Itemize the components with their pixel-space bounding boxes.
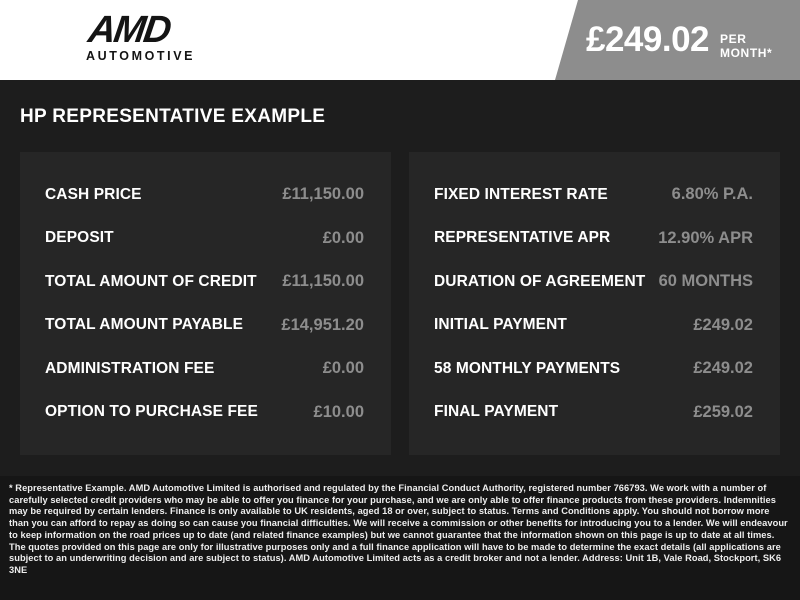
finance-row-cash-price: CASH PRICE £11,150.00 [45, 173, 364, 217]
disclaimer-text: * Representative Example. AMD Automotive… [9, 483, 788, 575]
monthly-price: £249.02 [586, 20, 710, 59]
brand-logo: AMD AUTOMOTIVE [86, 9, 196, 63]
row-label: TOTAL AMOUNT OF CREDIT [45, 272, 257, 290]
row-value: 60 MONTHS [658, 272, 753, 291]
finance-tables: CASH PRICE £11,150.00 DEPOSIT £0.00 TOTA… [20, 152, 780, 455]
row-label: DEPOSIT [45, 229, 114, 247]
row-value: £14,951.20 [281, 315, 364, 334]
row-label: 58 MONTHLY PAYMENTS [434, 359, 621, 377]
row-value: £11,150.00 [282, 185, 364, 204]
finance-row-interest-rate: FIXED INTEREST RATE 6.80% P.A. [434, 173, 753, 217]
finance-row-deposit: DEPOSIT £0.00 [45, 217, 364, 261]
row-label: INITIAL PAYMENT [434, 316, 567, 334]
price-badge: £249.02 PER MONTH* [555, 0, 800, 80]
row-label: TOTAL AMOUNT PAYABLE [45, 316, 244, 334]
row-value: £0.00 [322, 359, 364, 378]
finance-table-right: FIXED INTEREST RATE 6.80% P.A. REPRESENT… [409, 152, 780, 455]
row-label: DURATION OF AGREEMENT [434, 272, 646, 290]
finance-row-apr: REPRESENTATIVE APR 12.90% APR [434, 217, 753, 261]
finance-row-final-payment: FINAL PAYMENT £259.02 [434, 391, 753, 435]
finance-row-total-credit: TOTAL AMOUNT OF CREDIT £11,150.00 [45, 260, 364, 304]
row-label: ADMINISTRATION FEE [45, 359, 215, 377]
row-label: REPRESENTATIVE APR [434, 229, 611, 247]
finance-table-left: CASH PRICE £11,150.00 DEPOSIT £0.00 TOTA… [20, 152, 391, 455]
row-value: 6.80% P.A. [671, 185, 753, 204]
footer: * Representative Example. AMD Automotive… [0, 476, 800, 600]
row-value: £249.02 [693, 359, 753, 378]
finance-row-admin-fee: ADMINISTRATION FEE £0.00 [45, 347, 364, 391]
row-value: £0.00 [322, 228, 364, 247]
finance-row-duration: DURATION OF AGREEMENT 60 MONTHS [434, 260, 753, 304]
row-label: CASH PRICE [45, 185, 142, 203]
brand-name: AMD [85, 9, 173, 51]
brand-subtitle: AUTOMOTIVE [86, 49, 196, 63]
header: AMD AUTOMOTIVE £249.02 PER MONTH* [0, 0, 800, 80]
row-value: 12.90% APR [658, 228, 753, 247]
row-value: £259.02 [693, 402, 753, 421]
finance-row-monthly-payments: 58 MONTHLY PAYMENTS £249.02 [434, 347, 753, 391]
row-value: £10.00 [313, 402, 364, 421]
monthly-price-period: PER MONTH* [720, 31, 773, 60]
row-value: £11,150.00 [282, 272, 364, 291]
row-label: FINAL PAYMENT [434, 403, 559, 421]
main-section: HP REPRESENTATIVE EXAMPLE CASH PRICE £11… [0, 80, 800, 476]
row-label: FIXED INTEREST RATE [434, 185, 608, 203]
row-value: £249.02 [693, 315, 753, 334]
finance-row-initial-payment: INITIAL PAYMENT £249.02 [434, 304, 753, 348]
finance-row-total-payable: TOTAL AMOUNT PAYABLE £14,951.20 [45, 304, 364, 348]
row-label: OPTION TO PURCHASE FEE [45, 403, 258, 421]
finance-row-option-fee: OPTION TO PURCHASE FEE £10.00 [45, 391, 364, 435]
page-title: HP REPRESENTATIVE EXAMPLE [20, 106, 326, 127]
